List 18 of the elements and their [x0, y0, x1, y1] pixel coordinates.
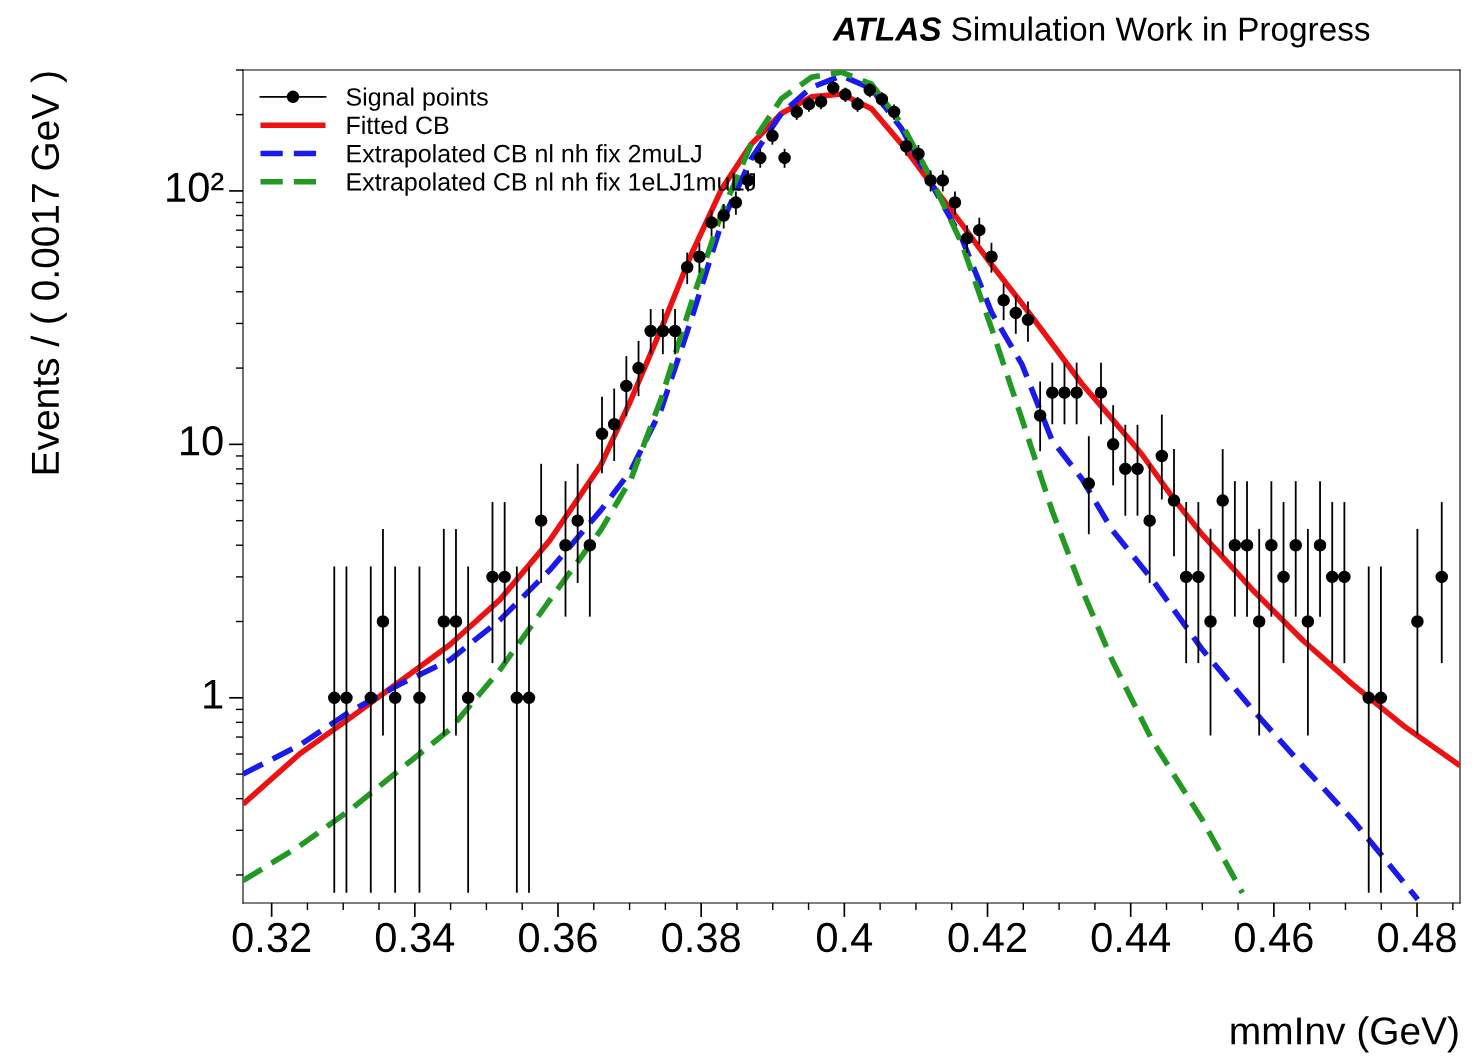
y-tick-label: 1 [204, 679, 223, 709]
x-tick-label: 0.46 [1234, 922, 1313, 953]
y-tick-label: 10 [181, 426, 223, 456]
x-tick-label: 0.36 [519, 922, 597, 953]
x-axis-title: mmInv (GeV) [1231, 1016, 1458, 1053]
legend-label: Fitted CB [347, 115, 449, 135]
y-tick-label: 10² [167, 172, 224, 203]
x-tick-label: 0.48 [1378, 922, 1456, 953]
x-tick-label: 0.38 [662, 922, 740, 953]
chart-title: ATLAS Simulation Work in Progress [832, 16, 1370, 48]
x-tick-label: 0.4 [817, 922, 873, 953]
x-tick-label: 0.34 [375, 922, 455, 953]
x-tick-label: 0.42 [948, 922, 1026, 953]
legend-label: Signal points [346, 87, 488, 111]
x-tick-label: 0.44 [1091, 922, 1171, 953]
y-axis-title: Events / ( 0.0017 GeV ) [30, 72, 67, 474]
legend-label: Extrapolated CB nl nh fix 2muLJ [347, 144, 701, 168]
x-tick-label: 0.32 [232, 922, 311, 953]
